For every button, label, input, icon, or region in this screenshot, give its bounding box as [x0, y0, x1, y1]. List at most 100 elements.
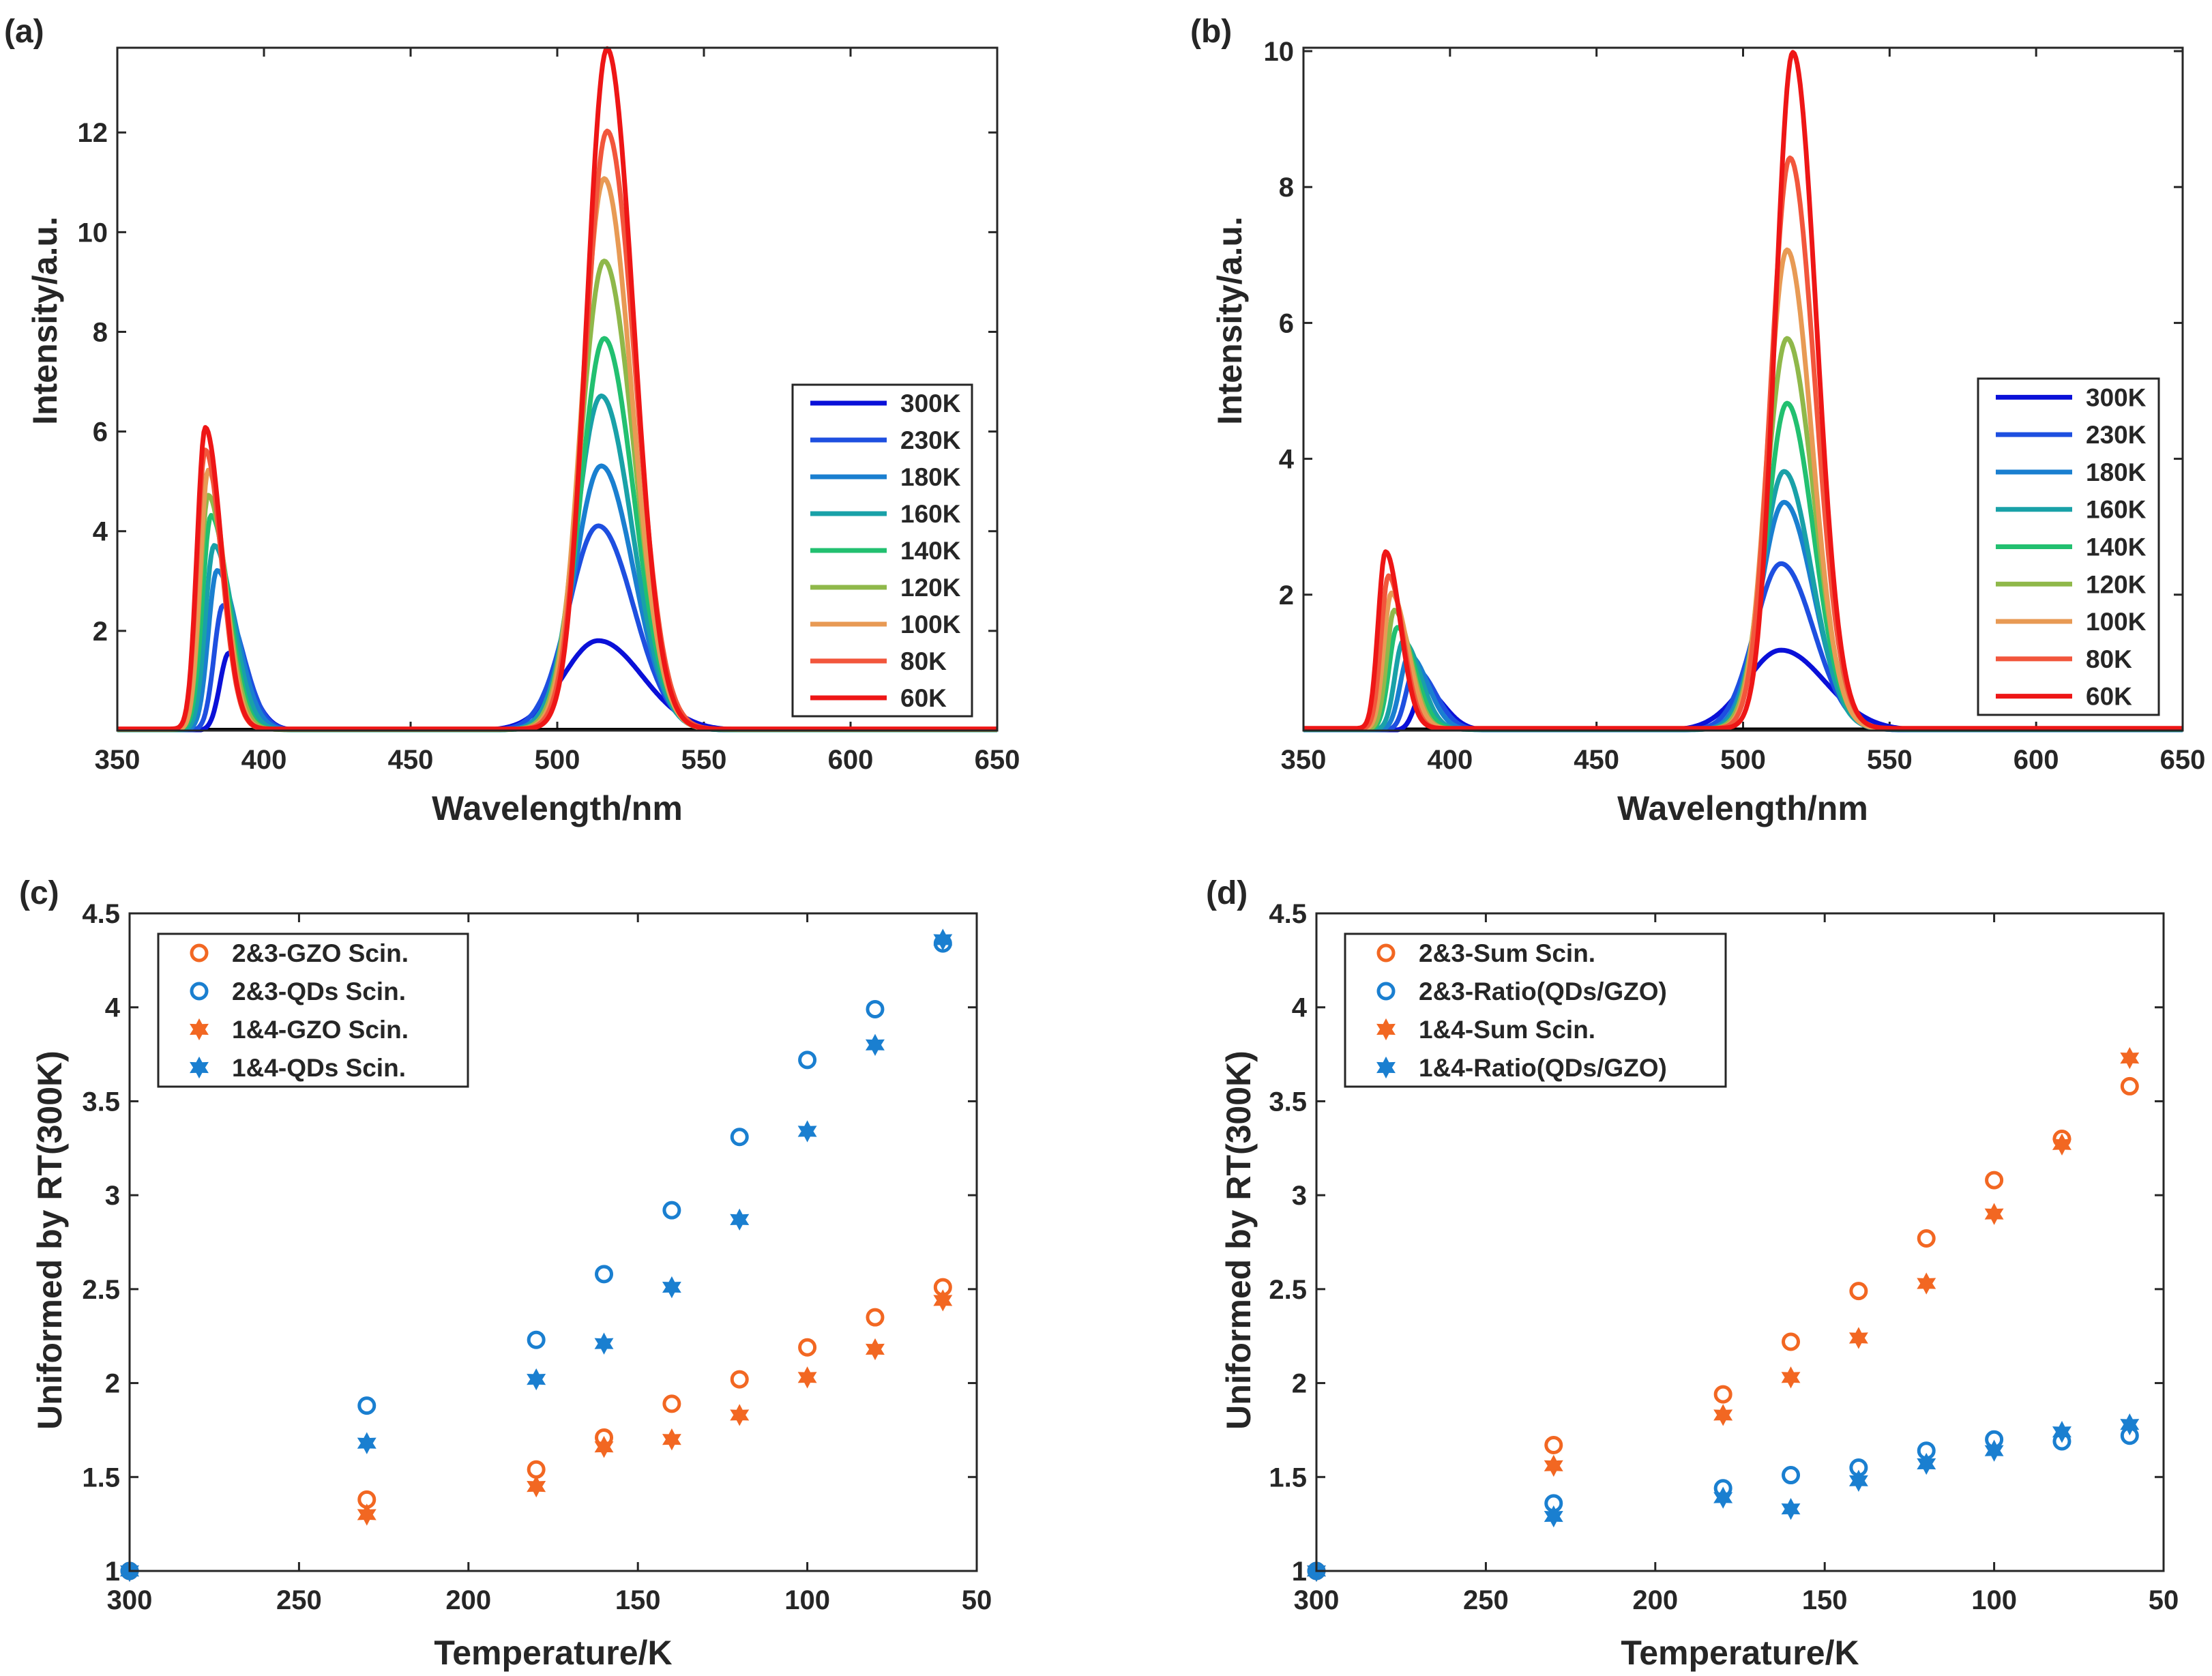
panel-d-point-star — [2052, 1133, 2071, 1156]
panel-d-x-tick-label: 200 — [1632, 1585, 1678, 1615]
panel-d-point-star — [1713, 1404, 1733, 1426]
panel-c-legend-label: 1&4-QDs Scin. — [232, 1054, 406, 1082]
panel-d-legend-label: 1&4-Ratio(QDs/GZO) — [1419, 1054, 1667, 1082]
panel-c-x-tick-label: 100 — [784, 1585, 830, 1615]
panel-a-legend-label: 160K — [900, 500, 961, 528]
panel-b-x-tick-label: 550 — [1867, 745, 1913, 775]
panel-d-point-star — [1848, 1469, 1868, 1492]
panel-d-legend-label: 1&4-Sum Scin. — [1419, 1016, 1595, 1044]
panel-d-y-tick-label: 2 — [1292, 1369, 1307, 1399]
panel-c-point-star — [730, 1404, 750, 1426]
panel-b: (b) Wavelength/nm Intensity/a.u. 350 400 4… — [1190, 14, 2205, 827]
panel-d-x-tick-label: 50 — [2149, 1585, 2179, 1615]
panel-c-point-star — [730, 1208, 750, 1231]
panel-a-y-axis-title: Intensity/a.u. — [26, 216, 64, 425]
panel-c-x-tick-label: 50 — [962, 1585, 992, 1615]
panel-c-x-tick-label: 150 — [615, 1585, 661, 1615]
panel-d-legend-label: 2&3-Sum Scin. — [1419, 939, 1595, 967]
panel-d-legend-marker — [1376, 1056, 1396, 1079]
panel-d-y-tick-label: 3.5 — [1269, 1087, 1307, 1117]
panel-a-x-tick-label: 600 — [828, 745, 874, 775]
panel-b-x-tick-label: 450 — [1574, 745, 1619, 775]
panel-c-legend-marker — [190, 1056, 209, 1079]
panel-d-point-star — [1917, 1272, 1936, 1295]
panel-c-point-star — [594, 1436, 614, 1458]
panel-a-x-tick-label: 450 — [388, 745, 434, 775]
panel-b-x-tick-label: 600 — [2014, 745, 2059, 775]
panel-c-axes-box — [128, 912, 978, 1572]
panel-b-x-tick-label: 500 — [1720, 745, 1766, 775]
panel-d-legend-marker — [1376, 982, 1396, 1001]
panel-d-y-tick-label: 4.5 — [1269, 899, 1307, 929]
panel-a-y-tick-label: 12 — [78, 118, 108, 148]
panel-c-point-circle — [662, 1201, 681, 1220]
panel-a-label: (a) — [4, 14, 44, 50]
panel-c-point-circle — [798, 1050, 817, 1070]
panel-a-legend-label: 180K — [900, 463, 961, 491]
panel-a-legend-label: 120K — [900, 574, 961, 602]
panel-d-point-star — [1984, 1203, 2004, 1225]
panel-b-x-tick-label: 350 — [1281, 745, 1327, 775]
panel-d-point-star — [1544, 1454, 1563, 1477]
panel-b-x-axis-title: Wavelength/nm — [1617, 789, 1868, 827]
panel-b-y-axis-title: Intensity/a.u. — [1211, 216, 1249, 425]
panel-d-point-circle — [1985, 1171, 2004, 1190]
panel-a-legend-label: 140K — [900, 537, 961, 565]
panel-c-legend-label: 1&4-GZO Scin. — [232, 1016, 409, 1044]
panel-c-point-star — [865, 1338, 885, 1361]
panel-c-point-star — [662, 1276, 681, 1299]
panel-d-legend-box — [1344, 932, 1727, 1088]
panel-c-y-tick-label: 2 — [105, 1369, 120, 1399]
panel-b-y-tick-label: 4 — [1279, 445, 1295, 475]
panel-b-legend-label: 180K — [2086, 458, 2147, 486]
panel-c-y-tick-label: 1.5 — [82, 1462, 120, 1493]
panel-d-x-axis-title: Temperature/K — [1621, 1634, 1859, 1672]
panel-b-x-tick-label: 650 — [2160, 745, 2206, 775]
panel-c-point-circle — [662, 1394, 681, 1413]
panel-d-y-axis-title: Uniformed by RT(300K) — [1220, 1050, 1258, 1430]
panel-b-series-line-60K — [1302, 50, 2184, 731]
panel-c-point-circle — [866, 999, 885, 1018]
panel-d-point-star — [2120, 1046, 2140, 1070]
panel-c-point-star — [933, 1289, 953, 1312]
panel-d-point-star — [1984, 1439, 2004, 1462]
panel-b-y-tick-label: 6 — [1279, 308, 1294, 338]
panel-b-x-tick-label: 400 — [1427, 745, 1473, 775]
panel-c-legend-marker — [190, 943, 209, 962]
panel-c-y-tick-label: 3 — [105, 1181, 120, 1211]
panel-c-x-tick-label: 250 — [276, 1585, 322, 1615]
panel-a-x-tick-label: 400 — [241, 745, 287, 775]
panel-c-x-tick-label: 200 — [445, 1585, 491, 1615]
panel-d-point-star — [1781, 1366, 1801, 1389]
panel-c-point-star — [357, 1432, 377, 1454]
panel-c-x-axis-title: Temperature/K — [434, 1634, 672, 1672]
panel-c-point-star — [527, 1368, 546, 1391]
panel-d-legend-marker — [1376, 943, 1396, 962]
panel-b-legend-label: 160K — [2086, 496, 2147, 524]
panel-d-point-circle — [1849, 1282, 1868, 1301]
panel-a-legend-label: 100K — [900, 611, 961, 638]
panel-d-x-tick-label: 100 — [1971, 1585, 2017, 1615]
panel-c-point-circle — [357, 1396, 377, 1415]
panel-c-legend-marker — [190, 1018, 209, 1041]
panel-b-legend-label: 140K — [2086, 533, 2147, 561]
panel-b-y-tick-label: 10 — [1264, 37, 1295, 67]
panel-c-y-tick-label: 3.5 — [82, 1087, 120, 1117]
panel-c-point-star — [797, 1120, 817, 1143]
panel-b-legend-label: 120K — [2086, 570, 2147, 598]
panel-c-y-tick-label: 2.5 — [82, 1275, 120, 1305]
panel-c-point-star — [594, 1332, 614, 1355]
panel-d-point-circle — [1544, 1435, 1563, 1454]
panel-b-legend-label: 230K — [2086, 421, 2147, 449]
panel-b-y-tick-label: 2 — [1279, 580, 1294, 611]
panel-b-label: (b) — [1190, 14, 1232, 50]
panel-a-x-tick-label: 500 — [535, 745, 580, 775]
panel-a-x-tick-label: 650 — [975, 745, 1020, 775]
panel-d-point-circle — [1782, 1332, 1801, 1351]
panel-b-legend-label: 100K — [2086, 608, 2147, 636]
panel-a-x-tick-label: 350 — [95, 745, 141, 775]
panel-c-point-star — [662, 1428, 681, 1451]
panel-c-point-star — [357, 1503, 377, 1526]
panel-d-y-tick-label: 4 — [1292, 993, 1308, 1023]
